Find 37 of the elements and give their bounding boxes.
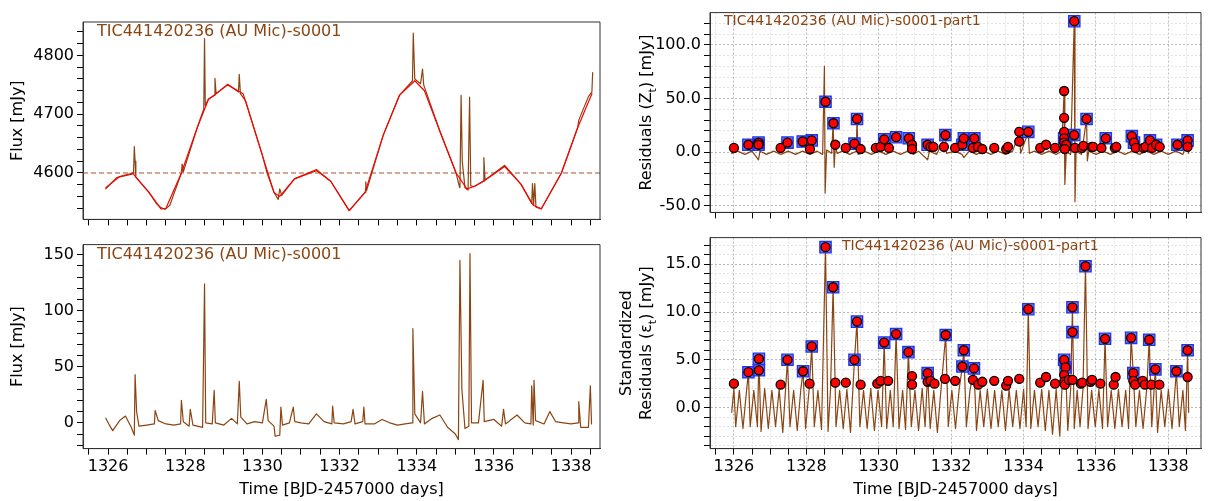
x-tick-label: 1334 <box>396 456 438 476</box>
y-tick-label: 4600 <box>33 162 74 182</box>
chart-title: TIC441420236 (AU Mic)-s0001 <box>96 21 342 41</box>
y-tick-label: 0 <box>63 411 74 431</box>
x-tick-label: 1330 <box>858 456 900 476</box>
x-tick-label: 1338 <box>1148 456 1189 476</box>
y-tick-label: 100 <box>43 299 74 319</box>
x-tick-label: 1336 <box>1075 456 1117 476</box>
x-tick-label: 1338 <box>550 456 592 476</box>
y-tick-label: 50.0 <box>665 87 701 107</box>
x-tick-label: 1326 <box>713 456 755 476</box>
y-tick-label: 15.0 <box>665 253 701 273</box>
y-tick-label: 50 <box>53 355 74 375</box>
x-axis-title: Time [BJD-2457000 days] <box>238 478 444 498</box>
x-tick-label: 1326 <box>87 456 129 476</box>
y-tick-label: 4800 <box>33 44 74 64</box>
y-tick-label: 0.0 <box>675 396 701 416</box>
x-tick-label: 1332 <box>319 456 360 476</box>
y-tick-label: 4700 <box>33 103 74 123</box>
y-tick-label: 100.0 <box>655 33 701 53</box>
y-tick-label: 0.0 <box>675 141 701 161</box>
x-tick-label: 1334 <box>1003 456 1044 476</box>
x-axis-title: Time [BJD-2457000 days] <box>852 478 1058 498</box>
x-tick-label: 1336 <box>473 456 515 476</box>
y-axis-title: Flux [mJy] <box>7 80 26 161</box>
chart-title: TIC441420236 (AU Mic)-s0001-part1 <box>723 12 981 29</box>
chart-title: TIC441420236 (AU Mic)-s0001-part1 <box>841 237 1099 254</box>
chart-title: TIC441420236 (AU Mic)-s0001 <box>96 243 342 263</box>
x-tick-label: 1328 <box>785 456 827 476</box>
x-tick-label: 1330 <box>242 456 283 476</box>
x-tick-label: 1332 <box>930 456 972 476</box>
x-tick-label: 1328 <box>164 456 206 476</box>
y-tick-label: 150 <box>43 243 74 263</box>
y-tick-label: 10.0 <box>665 301 701 321</box>
y-tick-label: -50.0 <box>659 195 701 215</box>
y-tick-label: 5.0 <box>675 348 701 368</box>
y-axis-title: Flux [mJy] <box>7 306 26 387</box>
